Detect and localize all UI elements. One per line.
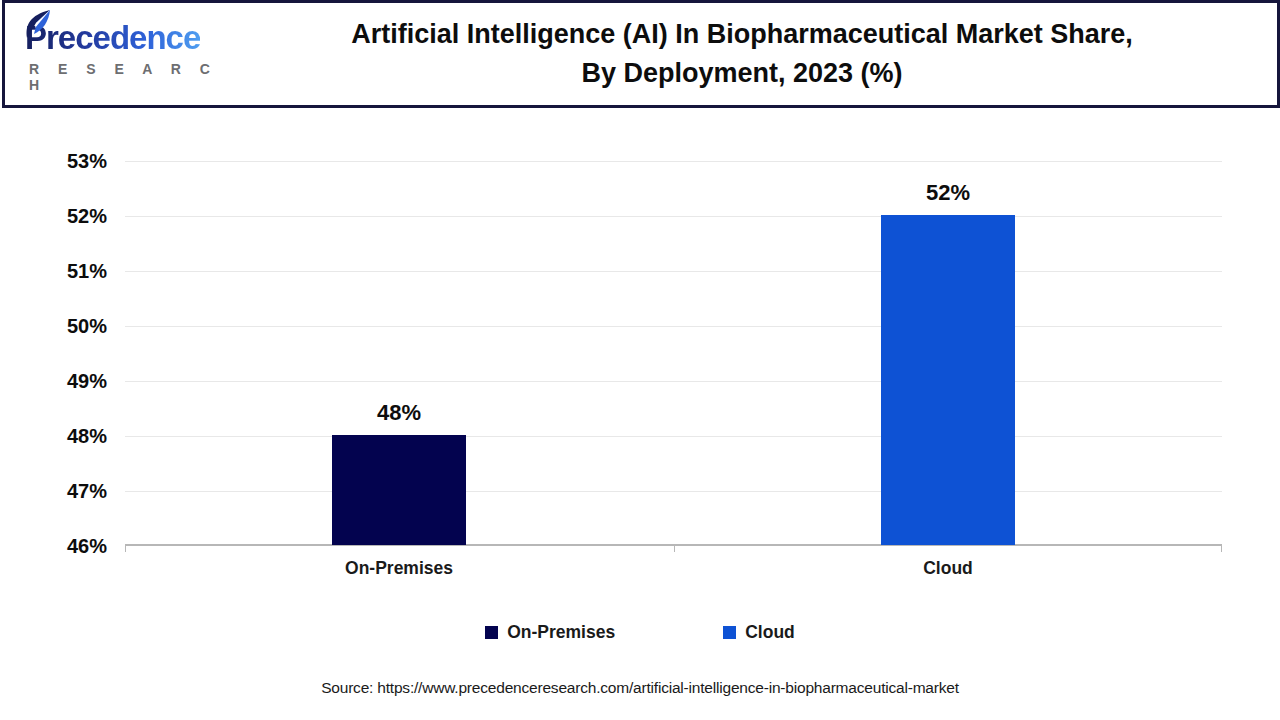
x-category-label: Cloud <box>838 558 1058 579</box>
y-tick-label: 49% <box>20 369 107 393</box>
x-axis-tick <box>674 546 675 552</box>
legend-label-on-premises: On-Premises <box>507 622 615 643</box>
y-tick-label: 51% <box>20 259 107 283</box>
bar-value-label: 52% <box>878 181 1018 205</box>
y-tick-label: 52% <box>20 204 107 228</box>
legend-swatch-on-premises <box>485 626 498 639</box>
x-axis-tick <box>125 546 126 552</box>
y-tick-label: 53% <box>20 149 107 173</box>
y-tick-label: 47% <box>20 479 107 503</box>
header: Precedence R E S E A R C H Artificial In… <box>2 0 1280 108</box>
y-tick-label: 50% <box>20 314 107 338</box>
logo: Precedence R E S E A R C H <box>5 16 243 93</box>
gridline <box>125 326 1222 327</box>
gridline <box>125 381 1222 382</box>
bar-on-premises <box>332 435 466 545</box>
legend-swatch-cloud <box>723 626 736 639</box>
y-tick-label: 46% <box>20 534 107 558</box>
logo-brand-row: Precedence <box>25 16 243 60</box>
y-tick-label: 48% <box>20 424 107 448</box>
legend-label-cloud: Cloud <box>745 622 795 643</box>
bar-cloud <box>881 215 1015 545</box>
chart-title-line1: Artificial Intelligence (AI) In Biopharm… <box>243 15 1241 54</box>
chart-title: Artificial Intelligence (AI) In Biopharm… <box>243 15 1277 93</box>
legend-item-on-premises: On-Premises <box>485 622 615 643</box>
chart-title-line2: By Deployment, 2023 (%) <box>243 54 1241 93</box>
gridline <box>125 271 1222 272</box>
legend: On-Premises Cloud <box>0 619 1280 645</box>
logo-subtitle: R E S E A R C H <box>25 61 243 93</box>
x-category-label: On-Premises <box>289 558 509 579</box>
page: Precedence R E S E A R C H Artificial In… <box>0 0 1280 720</box>
gridline <box>125 161 1222 162</box>
gridline <box>125 436 1222 437</box>
gridline <box>125 216 1222 217</box>
leaf-icon <box>23 9 53 43</box>
y-axis-labels: 53%52%51%50%49%48%47%46% <box>20 161 107 571</box>
legend-item-cloud: Cloud <box>723 622 795 643</box>
gridline <box>125 491 1222 492</box>
x-axis-tick <box>1221 546 1222 552</box>
source-line: Source: https://www.precedenceresearch.c… <box>0 679 1280 697</box>
bar-value-label: 48% <box>329 401 469 425</box>
plot-area: 48%On-Premises52%Cloud <box>125 161 1222 546</box>
